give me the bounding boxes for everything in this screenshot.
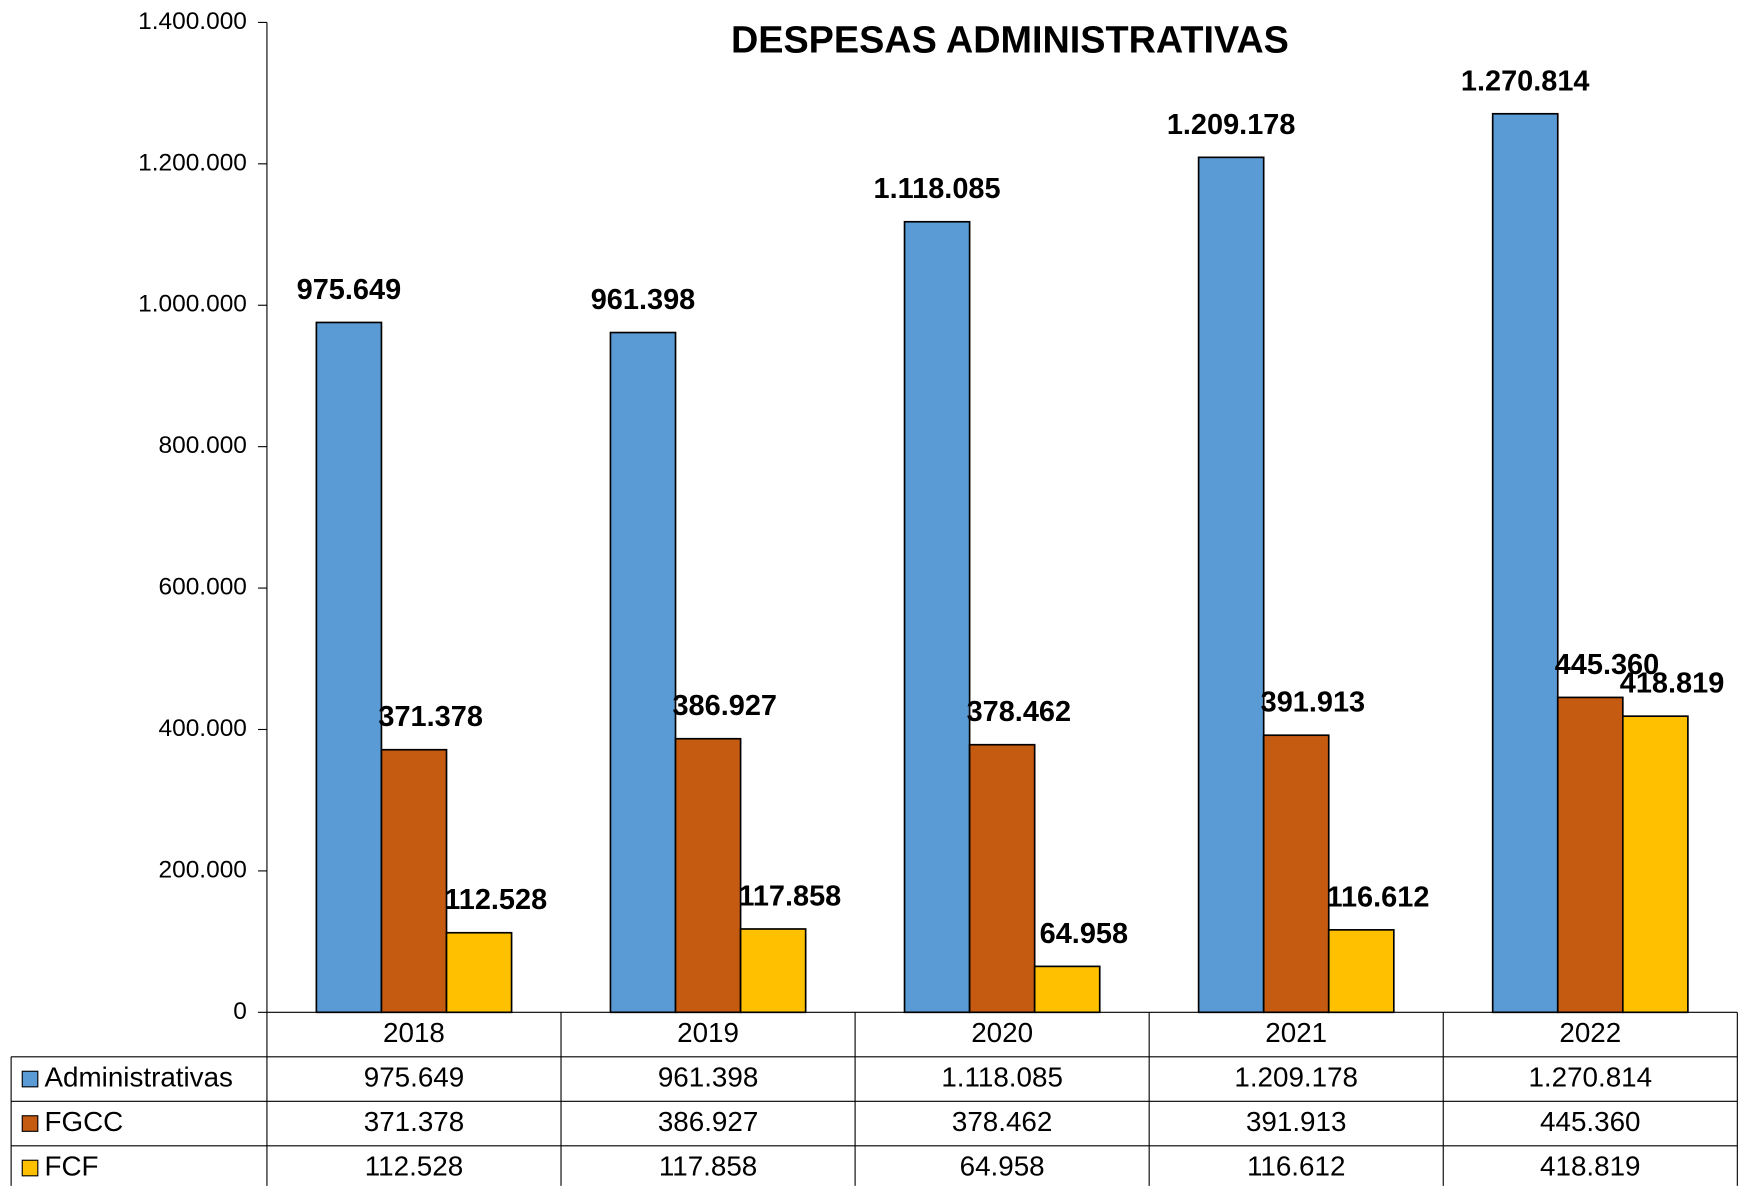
chart-title: DESPESAS ADMINISTRATIVAS — [731, 19, 1289, 61]
bar — [1197, 156, 1265, 1014]
table-cell: 116.612 — [1247, 1150, 1345, 1181]
bar — [1327, 929, 1395, 1014]
data-label: 116.612 — [1327, 881, 1430, 913]
data-label: 386.927 — [672, 690, 776, 722]
legend-label: FGCC — [44, 1106, 123, 1137]
legend-swatch — [21, 1070, 39, 1088]
y-tick-label: 1.200.000 — [138, 149, 247, 176]
table-cell: 64.958 — [960, 1150, 1045, 1181]
legend-swatch — [21, 1159, 39, 1177]
bar — [968, 743, 1036, 1014]
y-tick-label: 0 — [233, 998, 247, 1025]
x-tick-label: 2021 — [1265, 1017, 1327, 1048]
bar — [1621, 715, 1689, 1014]
table-cell: 378.462 — [952, 1106, 1052, 1137]
x-tick-label: 2019 — [677, 1017, 739, 1048]
table-cell: 975.649 — [364, 1061, 464, 1092]
data-label: 378.462 — [967, 696, 1071, 728]
data-label: 961.398 — [591, 284, 695, 316]
table-cell: 371.378 — [364, 1106, 464, 1137]
data-label: 1.209.178 — [1167, 109, 1296, 141]
data-label: 418.819 — [1620, 668, 1725, 700]
y-tick-label: 600.000 — [159, 574, 247, 601]
data-label: 1.270.814 — [1461, 65, 1590, 97]
bar — [609, 331, 677, 1014]
data-label: 445.360 — [1555, 649, 1659, 681]
bar — [380, 748, 448, 1014]
data-label: 112.528 — [444, 884, 547, 916]
x-tick-label: 2022 — [1559, 1017, 1621, 1048]
legend-label: Administrativas — [44, 1061, 232, 1092]
x-tick-label: 2018 — [383, 1017, 445, 1048]
y-tick-label: 1.000.000 — [138, 291, 247, 318]
y-tick-label: 400.000 — [159, 715, 247, 742]
bar — [739, 928, 807, 1014]
bar — [1033, 965, 1101, 1014]
table-cell: 112.528 — [365, 1150, 463, 1181]
data-label: 391.913 — [1261, 687, 1366, 719]
data-label: 117.858 — [738, 880, 841, 912]
bar — [903, 220, 971, 1014]
table-cell: 445.360 — [1540, 1106, 1640, 1137]
table-cell: 418.819 — [1540, 1150, 1640, 1181]
legend-label: FCF — [44, 1150, 98, 1181]
data-label: 1.118.085 — [874, 173, 1001, 205]
table-cell: 117.858 — [659, 1150, 757, 1181]
table-cell: 1.270.814 — [1528, 1061, 1652, 1092]
y-tick-label: 200.000 — [159, 856, 247, 883]
table-cell: 1.209.178 — [1234, 1061, 1358, 1092]
y-tick-label: 1.400.000 — [138, 8, 247, 35]
table-cell: 391.913 — [1246, 1106, 1346, 1137]
table-cell: 386.927 — [658, 1106, 758, 1137]
legend-swatch — [21, 1115, 39, 1132]
bar — [674, 737, 742, 1014]
table-cell: 1.118.085 — [941, 1061, 1063, 1092]
bar — [1491, 112, 1559, 1014]
bar — [1262, 734, 1330, 1014]
bar — [445, 931, 513, 1014]
data-label: 371.378 — [378, 701, 483, 733]
bar — [315, 321, 383, 1014]
y-tick-label: 800.000 — [159, 432, 247, 459]
x-tick-label: 2020 — [971, 1017, 1033, 1048]
data-label: 975.649 — [297, 274, 402, 306]
table-cell: 961.398 — [658, 1061, 758, 1092]
bar — [1556, 696, 1624, 1014]
data-label: 64.958 — [1040, 918, 1128, 950]
